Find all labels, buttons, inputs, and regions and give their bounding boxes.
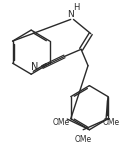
Text: OMe: OMe xyxy=(75,135,92,144)
Text: OMe: OMe xyxy=(53,118,70,127)
Text: N: N xyxy=(31,62,38,72)
Text: OMe: OMe xyxy=(103,118,120,127)
Text: N: N xyxy=(67,10,74,19)
Text: H: H xyxy=(73,3,79,12)
